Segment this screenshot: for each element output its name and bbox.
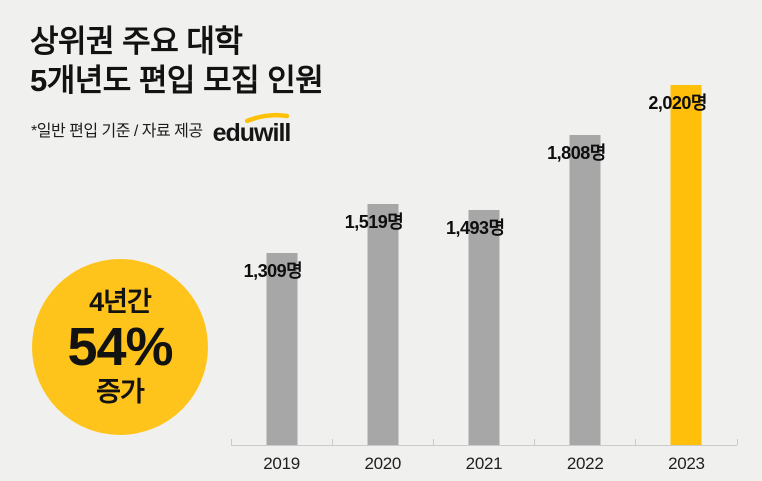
bar-value-label-2021: 1,493명 — [445, 217, 505, 238]
chart-column-2020: 1,519명 2020 — [332, 85, 433, 473]
x-axis-label-2022: 2022 — [566, 454, 604, 473]
page-title: 상위권 주요 대학 5개년도 편입 모집 인원 — [30, 22, 324, 100]
x-axis-tick — [635, 439, 637, 445]
chart-column-2019: 1,309명 2019 — [231, 85, 332, 473]
bar-value-label-2023: 2,020명 — [648, 93, 707, 113]
logo-text: eduwill — [212, 119, 292, 147]
x-axis-label-2020: 2020 — [364, 454, 402, 473]
title-line-2: 5개년도 편입 모집 인원 — [30, 63, 324, 98]
x-axis-tick — [736, 439, 738, 445]
bar-value-label-2019: 1,309명 — [243, 261, 303, 282]
title-line-1: 상위권 주요 대학 — [30, 24, 243, 59]
bar-2021 — [468, 209, 500, 445]
bar-2023 — [670, 85, 702, 445]
increase-badge: 4년간 54% 증가 — [32, 259, 208, 435]
badge-increase-label: 증가 — [96, 377, 145, 407]
source-note: *일반 편입 기준 / 자료 제공 — [31, 123, 203, 140]
eduwill-logo: eduwill — [213, 112, 291, 146]
x-axis-label-2023: 2023 — [668, 454, 705, 473]
x-axis-line — [231, 444, 737, 446]
source-note-row: *일반 편입 기준 / 자료 제공 eduwill — [31, 112, 291, 146]
bar-value-label-2020: 1,519명 — [344, 211, 404, 232]
badge-period: 4년간 — [89, 287, 152, 317]
x-axis-tick — [534, 439, 536, 445]
x-axis-tick — [331, 439, 333, 445]
bar-2019 — [266, 253, 298, 445]
logo-swoosh-icon — [244, 112, 289, 123]
bar-2020 — [367, 203, 399, 445]
bar-2022 — [569, 135, 601, 445]
chart-column-2023: 2,020명 2023 — [636, 85, 737, 473]
badge-percent: 54% — [67, 317, 173, 377]
chart-column-2021: 1,493명 2021 — [433, 85, 534, 473]
x-axis-tick — [230, 439, 232, 445]
x-axis-tick — [432, 439, 434, 445]
x-axis-label-2019: 2019 — [263, 454, 300, 473]
chart-column-2022: 1,808명 2022 — [535, 85, 636, 473]
x-axis-label-2021: 2021 — [465, 454, 503, 473]
bar-chart: 1,309명 2019 1,519명 2020 1,493명 2021 1,808명 2022… — [230, 85, 738, 473]
bar-value-label-2022: 1,808명 — [547, 143, 606, 164]
